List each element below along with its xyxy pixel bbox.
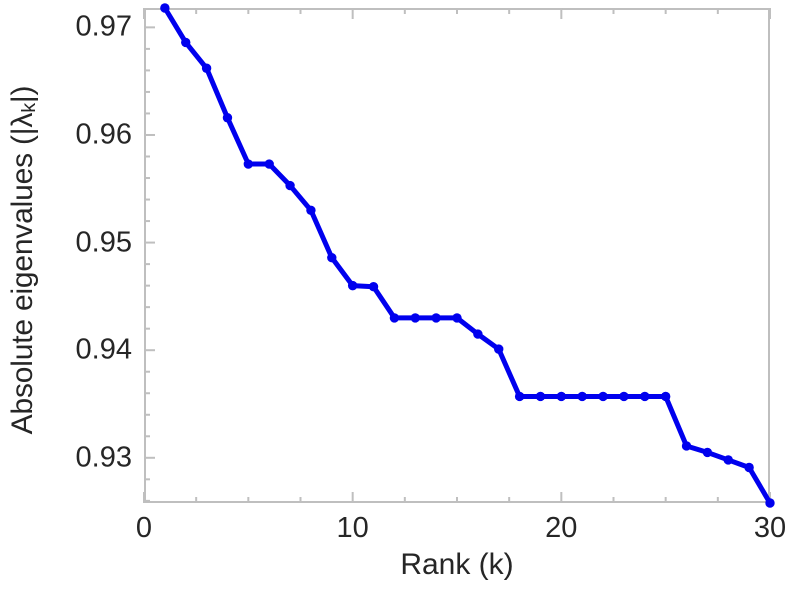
lambda-subscript: k — [17, 103, 40, 113]
y-axis-title-suffix: |) — [6, 85, 39, 104]
y-tick-label: 0.94 — [75, 333, 132, 366]
y-tick-label: 0.97 — [75, 10, 132, 43]
y-tick-label: 0.96 — [75, 118, 132, 151]
x-axis-title: Rank (k) — [400, 548, 514, 581]
x-tick-label: 0 — [135, 512, 153, 544]
y-axis-title-prefix: Absolute eigenvalues (| — [6, 127, 39, 435]
y-tick-label: 0.93 — [75, 441, 132, 474]
x-tick-label: 20 — [545, 512, 578, 544]
x-tick-label: 10 — [336, 512, 369, 544]
y-axis-tick-labels: 0.93 0.94 0.95 0.96 0.97 — [52, 0, 132, 600]
y-tick-label: 0.95 — [75, 226, 132, 259]
x-axis-tick-labels: 0 10 20 30 — [0, 512, 790, 552]
y-axis-title: Absolute eigenvalues (| λ k |) — [0, 0, 46, 520]
plot-area-frame — [144, 8, 770, 503]
lambda-symbol: λ — [6, 112, 39, 128]
x-tick-label: 30 — [753, 512, 787, 544]
